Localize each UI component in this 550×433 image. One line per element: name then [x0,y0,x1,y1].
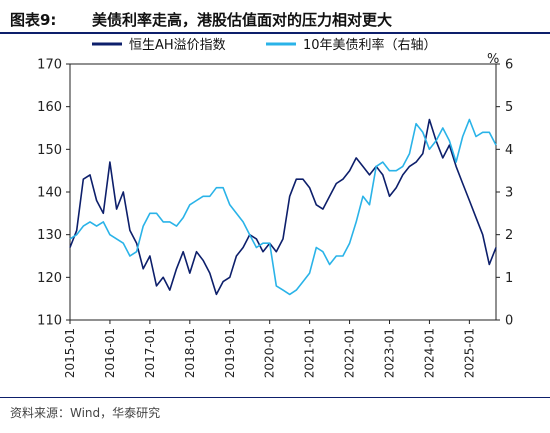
left-tick-label: 140 [37,186,62,201]
right-tick-label: 1 [505,271,513,286]
right-tick-label: 2 [505,228,513,243]
x-tick-label: 2025-01 [462,328,476,378]
legend: 恒生AH溢价指数 10年美债利率（右轴） [92,37,437,53]
legend-label-1: 恒生AH溢价指数 [129,38,226,53]
figure-label: 图表9: [10,11,57,29]
x-tick-label: 2017-01 [143,328,157,378]
x-tick-label: 2015-01 [63,328,77,378]
legend-label-2: 10年美债利率（右轴） [303,37,437,53]
left-tick-label: 110 [37,314,62,329]
left-tick-label: 130 [37,228,62,243]
right-tick-label: 5 [505,100,513,115]
left-tick-label: 160 [37,100,62,115]
series-line-2 [69,118,497,296]
source-note: 资料来源：Wind，华泰研究 [10,406,161,420]
left-tick-label: 120 [37,271,62,286]
x-tick-label: 2024-01 [422,328,436,378]
x-tick-label: 2022-01 [343,328,357,378]
right-tick-label: 0 [505,314,513,329]
right-tick-label: 3 [505,186,513,201]
x-tick-label: 2021-01 [303,328,317,378]
left-tick-label: 150 [37,143,62,158]
figure-title: 美债利率走高，港股估值面对的压力相对更大 [92,11,393,29]
x-tick-label: 2018-01 [183,328,197,378]
series-layer [69,118,497,296]
right-tick-label: 4 [505,143,513,158]
x-tick-label: 2023-01 [383,328,397,378]
figure-header: 图表9: 美债利率走高，港股估值面对的压力相对更大 [0,0,550,34]
x-tick-label: 2016-01 [103,328,117,378]
left-tick-label: 170 [37,58,62,73]
axes: 110 120 130 140 150 160 170 0 1 2 3 4 5 6% 2015-01 2016… [37,52,513,378]
x-tick-label: 2020-01 [263,328,277,378]
right-tick-label: 6 [505,58,513,73]
x-tick-label: 2019-01 [223,328,237,378]
series-line-1 [69,118,497,296]
right-axis-unit: % [487,52,499,67]
footer-divider [0,397,550,398]
